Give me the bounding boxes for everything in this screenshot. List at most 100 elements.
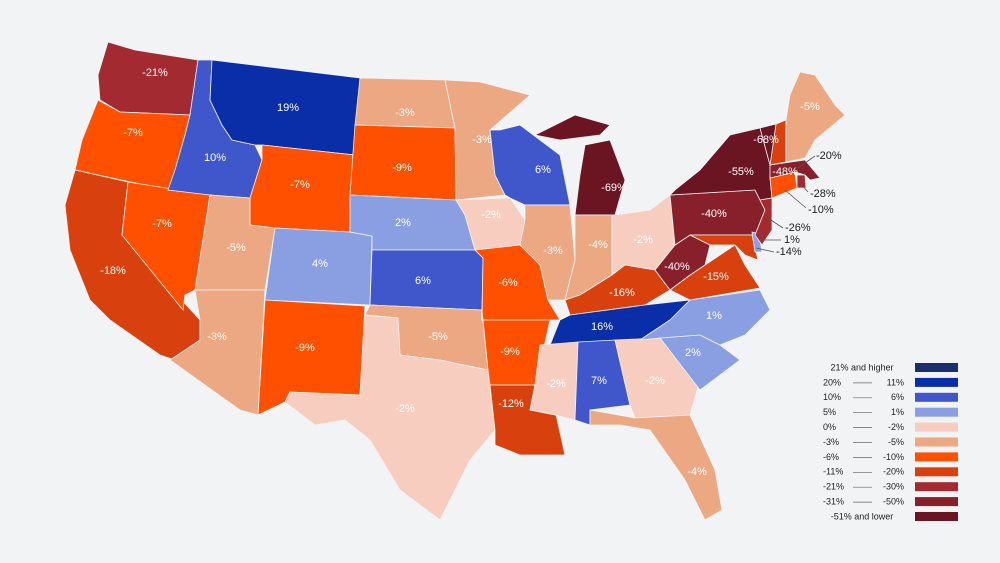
state-label: -2%: [633, 234, 653, 246]
legend-label: 20%: [823, 377, 841, 387]
legend-label: 10%: [823, 392, 841, 402]
state: [489, 124, 571, 206]
state-label: -2%: [481, 209, 501, 221]
state-label: -9%: [295, 342, 315, 354]
legend-swatch: [915, 512, 958, 521]
legend-label: 6%: [891, 392, 904, 402]
leader-line: [767, 217, 784, 229]
legend-label: -20%: [883, 467, 904, 477]
states: [64, 41, 846, 521]
legend-label: 21% and higher: [830, 362, 893, 372]
state-label: 19%: [277, 102, 299, 114]
state: [769, 159, 821, 181]
state-label: -69%: [601, 182, 627, 194]
state: [639, 289, 771, 346]
state-label: -7%: [123, 127, 143, 139]
state-label: -7%: [152, 218, 172, 230]
legend-label: 1%: [891, 407, 904, 417]
state-label: 10%: [204, 152, 226, 164]
state-label: 6%: [415, 275, 431, 287]
legend-label: -2%: [888, 422, 904, 432]
state-label: -14%: [776, 246, 802, 258]
legend-swatch: [915, 452, 958, 462]
legend-label: -21%: [823, 482, 844, 492]
state-label: -5%: [428, 331, 448, 343]
state-label: -40%: [664, 261, 690, 273]
legend-label: 0%: [823, 422, 836, 432]
legend: 21% and higher 20% 11% 10% 6% 5% 1% 0% -2% -3% -5%…: [823, 362, 958, 521]
leader-line: [755, 247, 775, 253]
legend-swatch: [915, 392, 958, 402]
state-label: -4%: [687, 466, 707, 478]
state-label: -12%: [498, 398, 524, 410]
state-label: -20%: [816, 150, 842, 162]
state-label: -18%: [100, 265, 126, 277]
state-label: -16%: [609, 287, 635, 299]
legend-label: -31%: [823, 496, 844, 506]
state-label: -68%: [753, 134, 779, 146]
state-label: 4%: [312, 258, 328, 270]
legend-swatch: [915, 482, 958, 492]
state-label: 16%: [591, 321, 613, 333]
legend-label: -3%: [823, 437, 839, 447]
state: [533, 114, 611, 141]
state-label: -28%: [810, 188, 836, 200]
state-label: -6%: [498, 277, 518, 289]
state: [284, 305, 496, 521]
legend-swatch: [915, 377, 958, 387]
state-label: -40%: [701, 208, 727, 220]
state-label: -10%: [808, 204, 834, 216]
state-label: -4%: [588, 239, 608, 251]
state-label: 2%: [685, 347, 701, 359]
state-label: 6%: [535, 164, 551, 176]
state-label: -15%: [703, 271, 729, 283]
leader-line: [799, 182, 809, 193]
legend-swatch: [915, 437, 958, 447]
legend-swatch: [915, 497, 958, 507]
legend-label: -50%: [883, 496, 904, 506]
leader-line: [784, 189, 807, 209]
state-label: -3%: [207, 331, 227, 343]
state-label: -48%: [772, 166, 798, 178]
legend-label: 5%: [823, 407, 836, 417]
legend-label: -11%: [823, 467, 843, 477]
state-label: -3%: [395, 107, 415, 119]
state: [169, 289, 266, 416]
leader-line: [797, 155, 816, 169]
state-label: 1%: [706, 310, 722, 322]
legend-swatch: [915, 467, 958, 477]
state-label: -55%: [728, 166, 754, 178]
state: [759, 123, 777, 166]
state-label: -26%: [785, 222, 811, 234]
state: [689, 234, 759, 261]
state-label: -5%: [226, 242, 246, 254]
state-label: -3%: [543, 245, 563, 257]
legend-label: 11%: [887, 377, 904, 387]
legend-label: -6%: [823, 452, 839, 462]
state: [354, 77, 456, 129]
state-label: -2%: [395, 403, 415, 415]
state: [589, 409, 723, 521]
state-label: -7%: [290, 179, 310, 191]
legend-label: -30%: [883, 482, 904, 492]
state: [785, 71, 846, 163]
state-label: -5%: [800, 101, 820, 113]
legend-label: -5%: [888, 437, 904, 447]
state-label: 2%: [395, 217, 411, 229]
state-label: -9%: [500, 346, 520, 358]
state-label: -21%: [142, 67, 168, 79]
legend-swatch: [915, 363, 958, 372]
state-label: 1%: [784, 234, 800, 246]
state: [796, 174, 807, 189]
state-label: -3%: [472, 134, 492, 146]
state-label: -2%: [546, 378, 566, 390]
labels: -21% -7% -18% -7% 10% 19% -7% -5% -3% 4% -9% -3% -9%…: [100, 67, 842, 478]
legend-swatch: [915, 407, 958, 417]
state-label: 7%: [591, 375, 607, 387]
state: [519, 204, 576, 301]
legend-swatch: [915, 422, 958, 432]
state-label: -2%: [645, 375, 665, 387]
legend-label: -51% and lower: [831, 511, 894, 521]
legend-label: -10%: [883, 452, 904, 462]
